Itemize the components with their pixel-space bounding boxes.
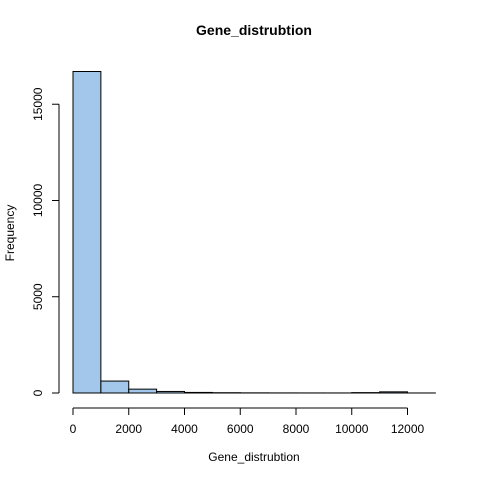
- y-axis: 0 5000 10000 15000: [31, 87, 60, 396]
- y-tick-label-3: 15000: [31, 87, 45, 121]
- y-tick-label-1: 5000: [31, 283, 45, 310]
- x-tick-label-0: 0: [70, 422, 77, 436]
- histogram-bar-4: [184, 391, 213, 394]
- histogram-bar-1: [100, 380, 130, 394]
- x-tick-label-4: 8000: [283, 422, 310, 436]
- x-tick-label-5: 10000: [335, 422, 369, 436]
- x-tick-label-2: 4000: [171, 422, 198, 436]
- histogram-bar-3: [156, 390, 185, 394]
- bars-group: [72, 71, 436, 394]
- chart-title: Gene_distrubtion: [196, 22, 312, 38]
- y-axis-label: Frequency: [3, 205, 17, 262]
- y-tick-label-2: 10000: [31, 183, 45, 217]
- histogram-bar-11: [379, 391, 408, 394]
- x-tick-label-6: 12000: [391, 422, 425, 436]
- x-tick-label-3: 6000: [227, 422, 254, 436]
- x-tick-label-1: 2000: [115, 422, 142, 436]
- x-axis: 0 2000 4000 6000 8000 10000 12000: [70, 407, 425, 436]
- x-axis-label: Gene_distrubtion: [208, 450, 299, 464]
- histogram-bar-2: [128, 388, 158, 394]
- histogram-bar-0: [72, 71, 102, 394]
- y-tick-label-0: 0: [31, 389, 45, 396]
